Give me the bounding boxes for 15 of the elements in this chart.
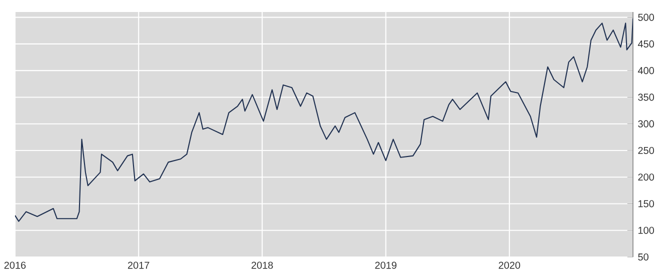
x-tick-label: 2016 xyxy=(4,262,26,269)
x-tick-label: 2017 xyxy=(128,262,150,269)
x-tick-label: 2019 xyxy=(375,262,396,269)
y-tick-label: 150 xyxy=(638,200,654,208)
y-tick-label: 400 xyxy=(638,67,654,74)
y-tick-label: 300 xyxy=(638,120,654,128)
y-tick-label: 100 xyxy=(638,226,654,234)
y-tick-label: 250 xyxy=(638,146,654,154)
y-tick-label: 450 xyxy=(638,40,654,48)
x-tick-label: 2018 xyxy=(252,262,273,269)
y-tick-label: 350 xyxy=(638,94,654,101)
y-tick-label: 50 xyxy=(638,253,648,261)
y-tick-label: 500 xyxy=(638,14,654,21)
x-tick-label: 2020 xyxy=(498,262,520,269)
y-tick-label: 200 xyxy=(638,174,654,181)
